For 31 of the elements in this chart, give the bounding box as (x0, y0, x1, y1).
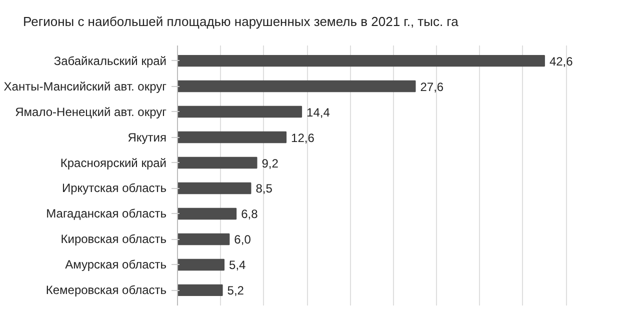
y-tick-label: Забайкальский край (54, 54, 167, 68)
y-tick-label: Ямало-Ненецкий авт. округ (15, 104, 168, 119)
data-label: 42,6 (549, 54, 574, 68)
bar (178, 233, 230, 246)
bar (178, 258, 225, 271)
y-tick-label: Магаданская область (46, 206, 167, 221)
bar (178, 208, 237, 220)
chart-title: Регионы с наибольшей площадью нарушенных земель в 2021 г., тыс. га (23, 13, 458, 31)
y-tick-label: Кемеровская область (46, 283, 167, 298)
y-tick-label: Кировская область (60, 232, 166, 246)
data-label: 6,8 (241, 207, 258, 222)
bar (178, 131, 287, 144)
bar (178, 284, 223, 296)
y-tick-label: Красноярский край (60, 156, 167, 170)
bar (178, 54, 545, 67)
data-label: 5,2 (227, 284, 244, 298)
data-label: 12,6 (291, 130, 315, 145)
y-tick-label: Якутия (128, 130, 166, 144)
bar (178, 80, 416, 92)
y-tick-label: Ханты-Мансийский авт. округ (4, 79, 168, 94)
y-tick-label: Иркутская область (62, 181, 167, 196)
data-label: 27,6 (420, 80, 444, 94)
y-tick-label: Амурская область (65, 258, 167, 272)
data-label: 6,0 (234, 232, 252, 247)
data-label: 8,5 (256, 182, 273, 196)
data-label: 9,2 (262, 156, 279, 170)
bar (178, 156, 258, 169)
bar (178, 182, 252, 194)
data-label: 5,4 (229, 258, 246, 272)
bar (178, 106, 302, 118)
data-label: 14,4 (306, 105, 330, 120)
